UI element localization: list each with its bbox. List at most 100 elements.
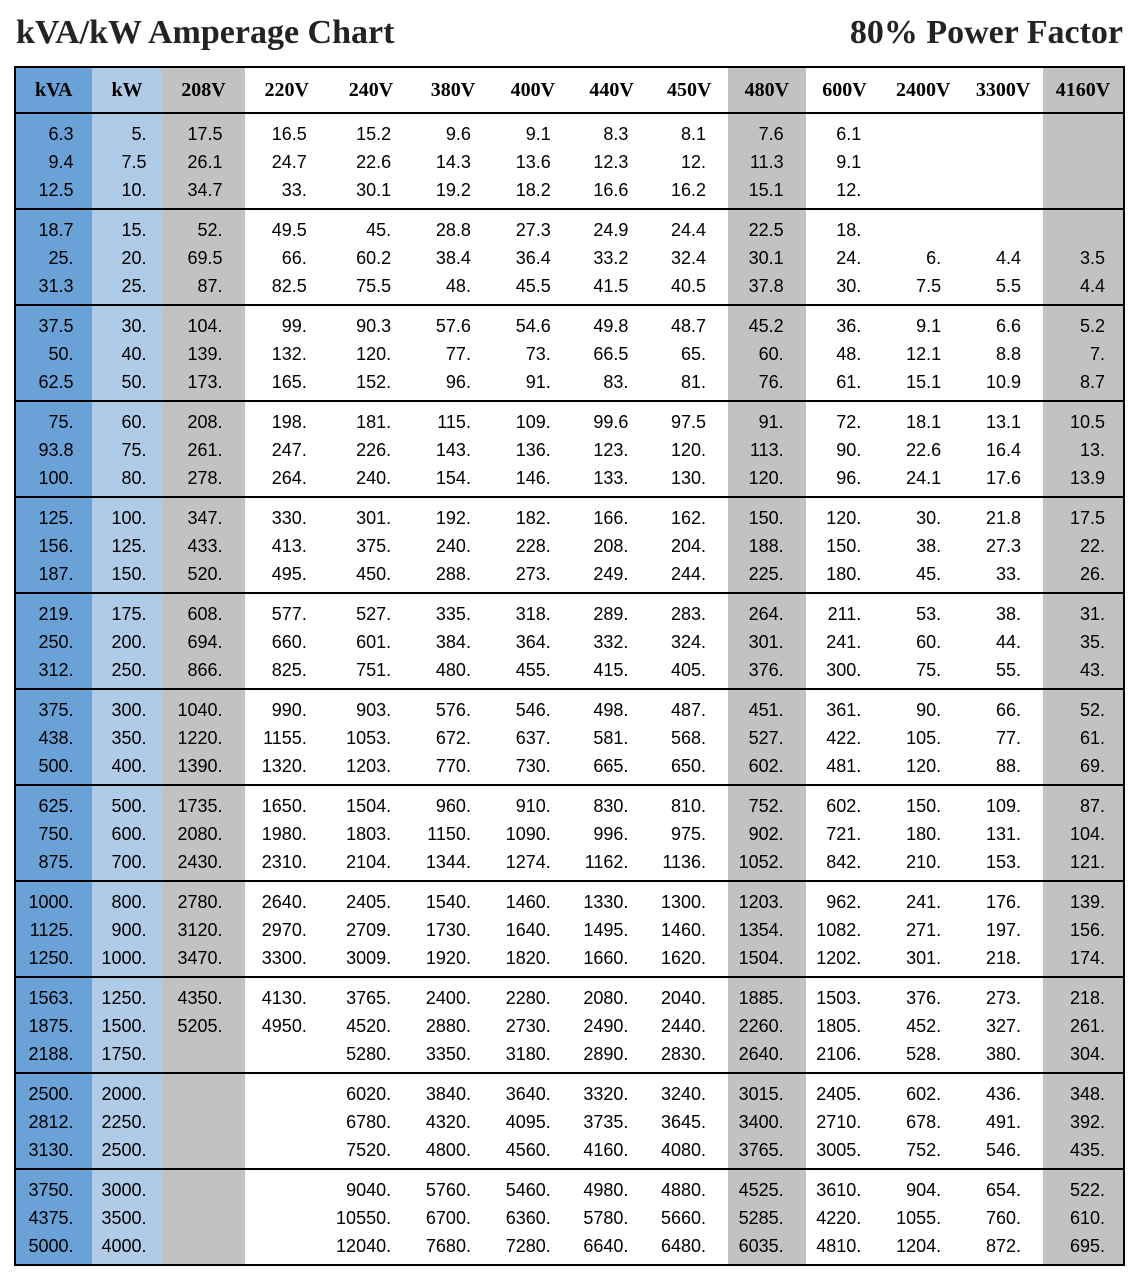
cell-208v — [162, 1040, 244, 1073]
cell-220v: 4130. — [245, 977, 329, 1012]
cell-380v: 1920. — [413, 944, 493, 977]
cell-kva: 1125. — [15, 916, 92, 944]
cell-440v: 123. — [573, 436, 651, 464]
cell-kva: 1250. — [15, 944, 92, 977]
cell-440v: 2080. — [573, 977, 651, 1012]
cell-440v: 289. — [573, 593, 651, 628]
col-header-380v: 380V — [413, 67, 493, 113]
cell-380v: 960. — [413, 785, 493, 820]
table-row: 875.700.2430.2310.2104.1344.1274.1162.11… — [15, 848, 1124, 881]
cell-kw: 125. — [92, 532, 163, 560]
table-row: 37.530.104.99.90.357.654.649.848.745.236… — [15, 305, 1124, 340]
col-header-208v: 208V — [162, 67, 244, 113]
cell-kva: 2812. — [15, 1108, 92, 1136]
cell-450v: 3645. — [650, 1108, 728, 1136]
cell-3300v: 760. — [963, 1204, 1043, 1232]
cell-240v: 1504. — [329, 785, 413, 820]
cell-2400v: 15.1 — [883, 368, 963, 401]
cell-480v: 527. — [728, 724, 806, 752]
cell-kva: 438. — [15, 724, 92, 752]
cell-kw: 50. — [92, 368, 163, 401]
cell-450v: 975. — [650, 820, 728, 848]
cell-400v: 9.1 — [493, 113, 573, 148]
cell-400v: 4560. — [493, 1136, 573, 1169]
cell-400v: 546. — [493, 689, 573, 724]
cell-450v: 5660. — [650, 1204, 728, 1232]
cell-220v: 1650. — [245, 785, 329, 820]
cell-220v: 2970. — [245, 916, 329, 944]
cell-kw: 20. — [92, 244, 163, 272]
cell-2400v: 602. — [883, 1073, 963, 1108]
cell-400v: 109. — [493, 401, 573, 436]
cell-220v: 49.5 — [245, 209, 329, 244]
cell-4160v: 13. — [1043, 436, 1124, 464]
cell-240v: 226. — [329, 436, 413, 464]
cell-400v: 3640. — [493, 1073, 573, 1108]
cell-600v: 361. — [806, 689, 884, 724]
cell-440v: 665. — [573, 752, 651, 785]
cell-480v: 602. — [728, 752, 806, 785]
table-row: 500.400.1390.1320.1203.770.730.665.650.6… — [15, 752, 1124, 785]
cell-240v: 7520. — [329, 1136, 413, 1169]
cell-480v: 188. — [728, 532, 806, 560]
cell-440v: 1162. — [573, 848, 651, 881]
cell-600v: 721. — [806, 820, 884, 848]
cell-480v: 37.8 — [728, 272, 806, 305]
cell-kw: 80. — [92, 464, 163, 497]
cell-220v — [245, 1169, 329, 1204]
cell-4160v: 3.5 — [1043, 244, 1124, 272]
cell-3300v: 13.1 — [963, 401, 1043, 436]
cell-600v: 12. — [806, 176, 884, 209]
cell-kva: 156. — [15, 532, 92, 560]
cell-kw: 1000. — [92, 944, 163, 977]
cell-380v: 3350. — [413, 1040, 493, 1073]
cell-kva: 93.8 — [15, 436, 92, 464]
cell-220v: 4950. — [245, 1012, 329, 1040]
cell-600v: 602. — [806, 785, 884, 820]
cell-208v — [162, 1204, 244, 1232]
table-row: 100.80.278.264.240.154.146.133.130.120.9… — [15, 464, 1124, 497]
cell-600v: 30. — [806, 272, 884, 305]
cell-450v: 24.4 — [650, 209, 728, 244]
cell-480v: 376. — [728, 656, 806, 689]
cell-450v: 1300. — [650, 881, 728, 916]
cell-220v: 660. — [245, 628, 329, 656]
cell-240v: 5280. — [329, 1040, 413, 1073]
cell-2400v: 241. — [883, 881, 963, 916]
cell-400v: 136. — [493, 436, 573, 464]
cell-2400v — [883, 113, 963, 148]
cell-3300v: 77. — [963, 724, 1043, 752]
cell-2400v: 30. — [883, 497, 963, 532]
cell-480v: 264. — [728, 593, 806, 628]
table-row: 438.350.1220.1155.1053.672.637.581.568.5… — [15, 724, 1124, 752]
cell-2400v: 22.6 — [883, 436, 963, 464]
cell-208v: 3120. — [162, 916, 244, 944]
cell-450v: 2040. — [650, 977, 728, 1012]
cell-4160v: 69. — [1043, 752, 1124, 785]
cell-450v: 162. — [650, 497, 728, 532]
cell-kw: 175. — [92, 593, 163, 628]
cell-240v: 527. — [329, 593, 413, 628]
cell-3300v: 872. — [963, 1232, 1043, 1265]
cell-2400v: 6. — [883, 244, 963, 272]
cell-600v: 962. — [806, 881, 884, 916]
col-header-480v: 480V — [728, 67, 806, 113]
cell-240v: 90.3 — [329, 305, 413, 340]
cell-440v: 208. — [573, 532, 651, 560]
table-row: 1250.1000.3470.3300.3009.1920.1820.1660.… — [15, 944, 1124, 977]
cell-400v: 1640. — [493, 916, 573, 944]
cell-220v — [245, 1108, 329, 1136]
cell-208v: 26.1 — [162, 148, 244, 176]
cell-4160v: 4.4 — [1043, 272, 1124, 305]
cell-3300v: 27.3 — [963, 532, 1043, 560]
table-row: 6.35.17.516.515.29.69.18.38.17.66.1 — [15, 113, 1124, 148]
cell-400v: 4095. — [493, 1108, 573, 1136]
col-header-440v: 440V — [573, 67, 651, 113]
cell-480v: 1885. — [728, 977, 806, 1012]
cell-3300v — [963, 148, 1043, 176]
cell-4160v: 139. — [1043, 881, 1124, 916]
cell-3300v: 66. — [963, 689, 1043, 724]
cell-480v: 225. — [728, 560, 806, 593]
cell-240v: 60.2 — [329, 244, 413, 272]
cell-480v: 3015. — [728, 1073, 806, 1108]
